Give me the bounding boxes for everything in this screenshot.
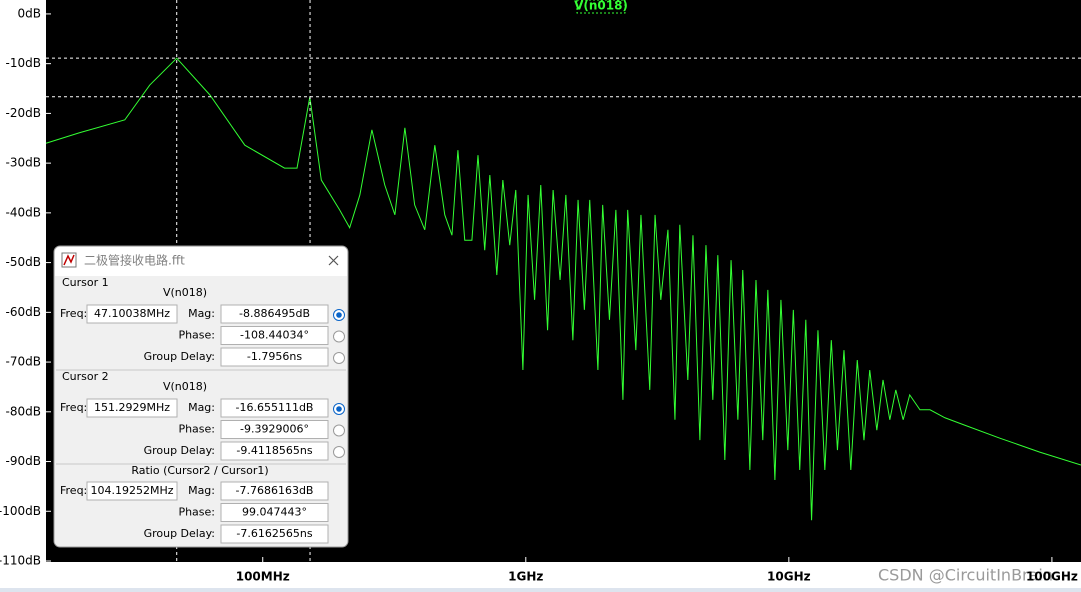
row-value-box xyxy=(220,481,329,501)
x-tick-label: 100GHz xyxy=(1026,570,1078,584)
x-tick-label: 1GHz xyxy=(508,570,543,584)
row-label: Mag: xyxy=(188,307,215,320)
row-value: -108.44034° xyxy=(240,329,309,342)
trace xyxy=(45,57,1081,521)
row-value: -7.7686163dB xyxy=(236,484,314,497)
trace-label-box xyxy=(576,0,626,14)
row-label: Phase: xyxy=(178,329,215,342)
freq-value-box xyxy=(86,398,178,418)
row-value-box xyxy=(220,441,329,461)
radio-dot xyxy=(336,406,342,412)
status-strip xyxy=(0,588,1081,592)
row-value: -8.886495dB xyxy=(239,307,310,320)
y-tick-label: -60dB xyxy=(6,305,41,319)
radio-button[interactable] xyxy=(333,446,345,458)
radio-button[interactable] xyxy=(333,424,345,437)
section-label: Cursor 2 xyxy=(62,370,109,383)
freq-value: 151.2929MHz xyxy=(94,401,170,414)
x-tick-label: 10GHz xyxy=(767,570,811,584)
y-tick-label: -40dB xyxy=(6,205,41,219)
row-value: -9.3929006° xyxy=(240,423,309,436)
row-value-box xyxy=(220,304,329,324)
cursor-dialog: 二极管接收电路.fft Cursor 1 V(n018) Freq: 47.10038… xyxy=(53,245,349,548)
trace-name: V(n018) xyxy=(163,286,207,299)
section-label: Cursor 1 xyxy=(62,276,109,289)
row-label: Group Delay: xyxy=(144,444,215,457)
close-button[interactable] xyxy=(328,255,339,266)
row-label: Mag: xyxy=(188,484,215,497)
y-tick-label: -80dB xyxy=(6,404,41,418)
row-value: 99.047443° xyxy=(242,506,307,519)
trace-name: V(n018) xyxy=(163,380,207,393)
y-tick-label: -30dB xyxy=(6,156,41,170)
row-value: -7.6162565ns xyxy=(236,527,312,540)
row-value-box xyxy=(220,420,329,439)
radio-button[interactable] xyxy=(333,352,345,364)
row-value: -1.7956ns xyxy=(247,350,302,363)
row-value: -16.655111dB xyxy=(236,401,314,414)
row-label: Phase: xyxy=(178,423,215,436)
watermark: CSDN @CircuitInBrain xyxy=(878,566,1053,585)
freq-label: Freq: xyxy=(60,484,87,497)
y-tick-label: -50dB xyxy=(6,255,41,269)
y-tick-label: -110dB xyxy=(0,554,41,568)
y-tick-label: -90dB xyxy=(6,454,41,468)
radio-button[interactable] xyxy=(333,330,345,343)
y-tick-label: 0dB xyxy=(18,6,41,20)
y-tick-label: -70dB xyxy=(6,355,41,369)
freq-value-box xyxy=(86,304,178,324)
row-value-box xyxy=(220,398,329,418)
trace-label[interactable]: V(n018) xyxy=(574,0,628,13)
section-label: Ratio (Cursor2 / Cursor1) xyxy=(131,464,268,477)
dialog-titlebar xyxy=(55,247,347,276)
freq-label: Freq: xyxy=(60,401,87,414)
row-value-box xyxy=(220,347,329,367)
dialog-title: 二极管接收电路.fft xyxy=(84,253,185,268)
row-value-box xyxy=(220,524,329,544)
freq-label: Freq: xyxy=(60,307,87,320)
row-label: Group Delay: xyxy=(144,350,215,363)
x-tick-label: 100MHz xyxy=(236,570,290,584)
row-value: -9.4118565ns xyxy=(236,444,312,457)
row-label: Phase: xyxy=(178,506,215,519)
freq-value: 104.19252MHz xyxy=(90,484,173,497)
row-label: Group Delay: xyxy=(144,527,215,540)
y-tick-label: -10dB xyxy=(6,56,41,70)
dialog-icon xyxy=(61,252,77,268)
row-value-box xyxy=(220,503,329,522)
row-label: Mag: xyxy=(188,401,215,414)
freq-value: 47.10038MHz xyxy=(94,307,170,320)
row-value-box xyxy=(220,326,329,345)
y-tick-label: -100dB xyxy=(0,504,41,518)
radio-dot xyxy=(336,312,342,318)
y-tick-label: -20dB xyxy=(6,106,41,120)
freq-value-box xyxy=(86,481,178,501)
